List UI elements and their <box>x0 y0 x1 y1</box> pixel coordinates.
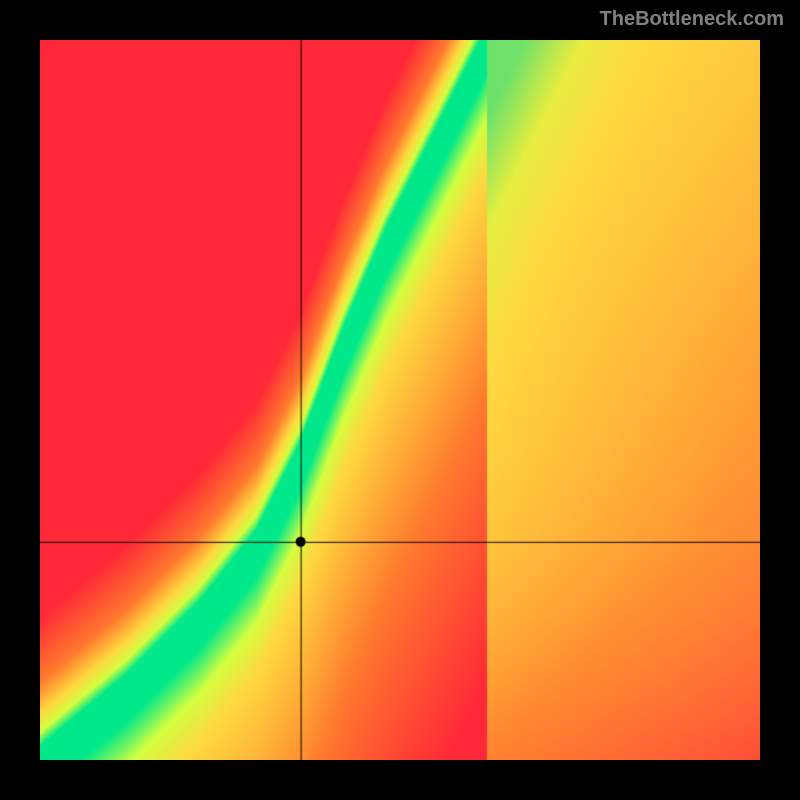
heatmap-plot <box>40 40 760 760</box>
watermark-text: TheBottleneck.com <box>600 8 784 31</box>
heatmap-canvas <box>40 40 760 760</box>
